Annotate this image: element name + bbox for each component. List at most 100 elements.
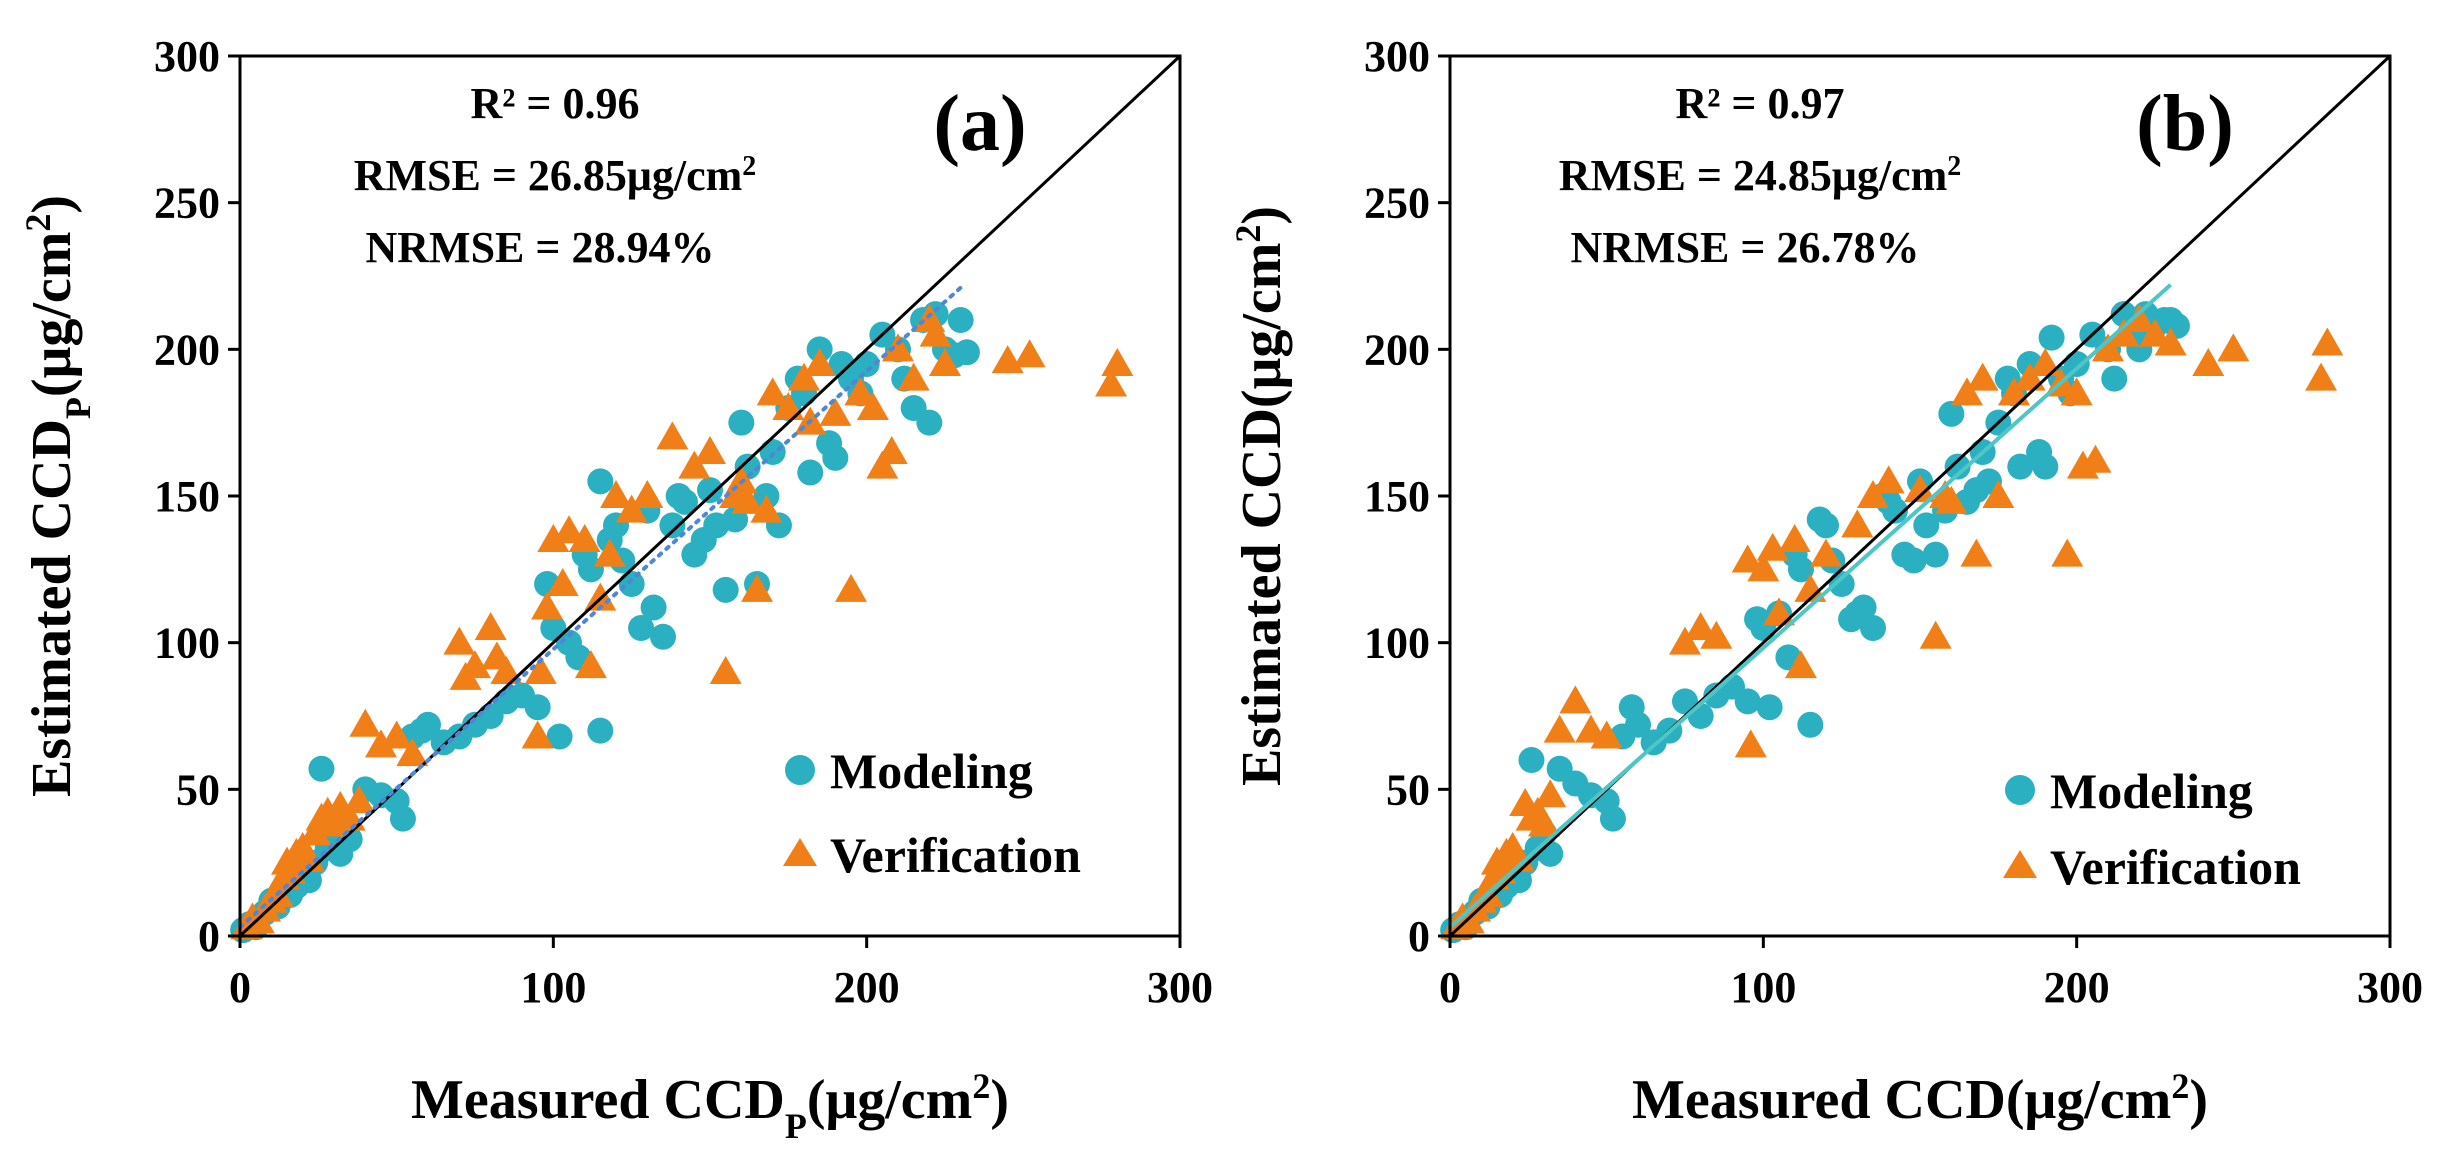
verification-point <box>1872 465 1905 494</box>
legend-modeling-marker-b <box>2005 775 2035 805</box>
modeling-point <box>587 468 614 495</box>
modeling-point <box>1944 453 1971 480</box>
legend-verification-marker-b <box>2003 850 2037 878</box>
verification-point <box>2123 304 2156 332</box>
verification-point <box>1784 650 1817 679</box>
verification-point <box>1857 480 1889 508</box>
modeling-point <box>1813 512 1839 539</box>
verification-point <box>1747 553 1780 582</box>
verification-point <box>553 515 585 544</box>
modeling-point <box>916 409 943 436</box>
verification-point <box>2013 362 2046 391</box>
verification-point <box>2107 318 2140 347</box>
verification-point <box>2060 377 2093 406</box>
verification-point <box>574 650 607 679</box>
verification-point <box>1700 620 1733 649</box>
x-title-main-b: Measured CCD <box>1632 1069 2006 1131</box>
y-tick-label: 300 <box>1364 32 1430 81</box>
y-title-close-a: ) <box>21 195 83 214</box>
y-title-sup-a: 2 <box>18 214 58 232</box>
verification-point <box>343 785 376 814</box>
verification-point <box>694 436 726 464</box>
stat-rmse-b: RMSE = 24.85μg/cm2 <box>1559 151 1962 201</box>
verification-point <box>2051 538 2084 567</box>
modeling-point <box>628 615 655 641</box>
modeling-point <box>1850 594 1877 621</box>
verification-point <box>741 573 773 602</box>
x-title-sub-a: P <box>785 1106 807 1146</box>
verification-point <box>1778 524 1811 552</box>
verification-point <box>537 524 570 552</box>
verification-point <box>803 348 836 376</box>
modeling-point <box>1599 805 1626 832</box>
verification-point <box>631 480 664 508</box>
stat-rmse-a: RMSE = 26.85μg/cm2 <box>354 151 757 201</box>
verification-point <box>772 392 805 420</box>
verification-point <box>1810 538 1842 567</box>
verification-point <box>2029 348 2062 376</box>
verification-point <box>897 362 930 391</box>
x-tick-label: 200 <box>834 963 900 1012</box>
modeling-point <box>671 488 698 515</box>
stat-r2-a: R² = 0.96 <box>470 79 639 128</box>
verification-point <box>546 568 579 596</box>
legend-modeling-marker-a <box>785 755 815 785</box>
y-title-sub-a: P <box>58 397 98 419</box>
modeling-point <box>712 576 739 603</box>
modeling-point <box>1881 497 1908 524</box>
verification-point <box>844 377 877 406</box>
verification-point <box>2079 444 2112 473</box>
y-title-main-a: Estimated CCD <box>21 419 83 797</box>
modeling-point <box>1625 711 1651 738</box>
modeling-point <box>1922 541 1949 568</box>
x-tick-label: 100 <box>520 963 586 1012</box>
verification-point <box>1904 474 1936 503</box>
verification-point <box>731 485 764 514</box>
verification-point <box>2217 333 2250 362</box>
y-tick-label: 300 <box>154 32 220 81</box>
legend-verification-label-a: Verification <box>830 827 1081 883</box>
y-title-unit-a: (μg/cm <box>21 232 83 397</box>
verification-point <box>1960 538 1993 567</box>
verification-point <box>1982 480 2015 508</box>
x-title-sup-a: 2 <box>972 1066 990 1106</box>
y-tick-label: 50 <box>176 765 220 814</box>
modeling-point <box>697 477 723 504</box>
verification-point <box>568 524 601 552</box>
y-tick-label: 150 <box>1364 472 1430 521</box>
verification-point <box>2192 348 2225 376</box>
y-tick-label: 150 <box>154 472 220 521</box>
x-title-sup-b: 2 <box>2171 1066 2189 1106</box>
ticks-b: 0 100 200 300 0 50 100 150 200 250 300 <box>1364 32 2423 1012</box>
modeling-point <box>1913 512 1940 539</box>
verification-point <box>2154 327 2187 356</box>
verification-point <box>333 802 366 831</box>
verification-point <box>474 612 507 640</box>
stat-r2-b: R² = 0.97 <box>1675 79 1844 128</box>
x-title-close-a: ) <box>990 1069 1009 1131</box>
y-tick-label: 250 <box>1364 179 1430 228</box>
x-tick-label: 0 <box>229 963 251 1012</box>
verification-point <box>725 465 758 494</box>
verification-point <box>593 538 626 567</box>
panel-label-b: (b) <box>2136 80 2234 168</box>
x-title-unit-a: (μg/cm <box>807 1069 972 1131</box>
verification-point <box>929 348 961 376</box>
modeling-point <box>1756 694 1783 721</box>
verification-point <box>756 377 789 406</box>
x-tick-label: 300 <box>1147 963 1213 1012</box>
verification-point <box>1731 544 1764 573</box>
verification-point <box>2305 362 2338 391</box>
verification-point <box>678 450 711 479</box>
verification-point <box>1528 808 1560 837</box>
legend-modeling-label-b: Modeling <box>2050 763 2253 819</box>
x-title-main-a: Measured CCD <box>411 1069 785 1131</box>
verification-point <box>1998 377 2030 406</box>
x-tick-label: 300 <box>2357 963 2423 1012</box>
x-axis-title-b: Measured CCD(μg/cm2) <box>1632 1066 2208 1131</box>
y-tick-label: 0 <box>198 912 220 961</box>
verification-point <box>615 494 648 523</box>
verification-point <box>1559 685 1592 714</box>
modeling-point <box>2063 351 2090 377</box>
